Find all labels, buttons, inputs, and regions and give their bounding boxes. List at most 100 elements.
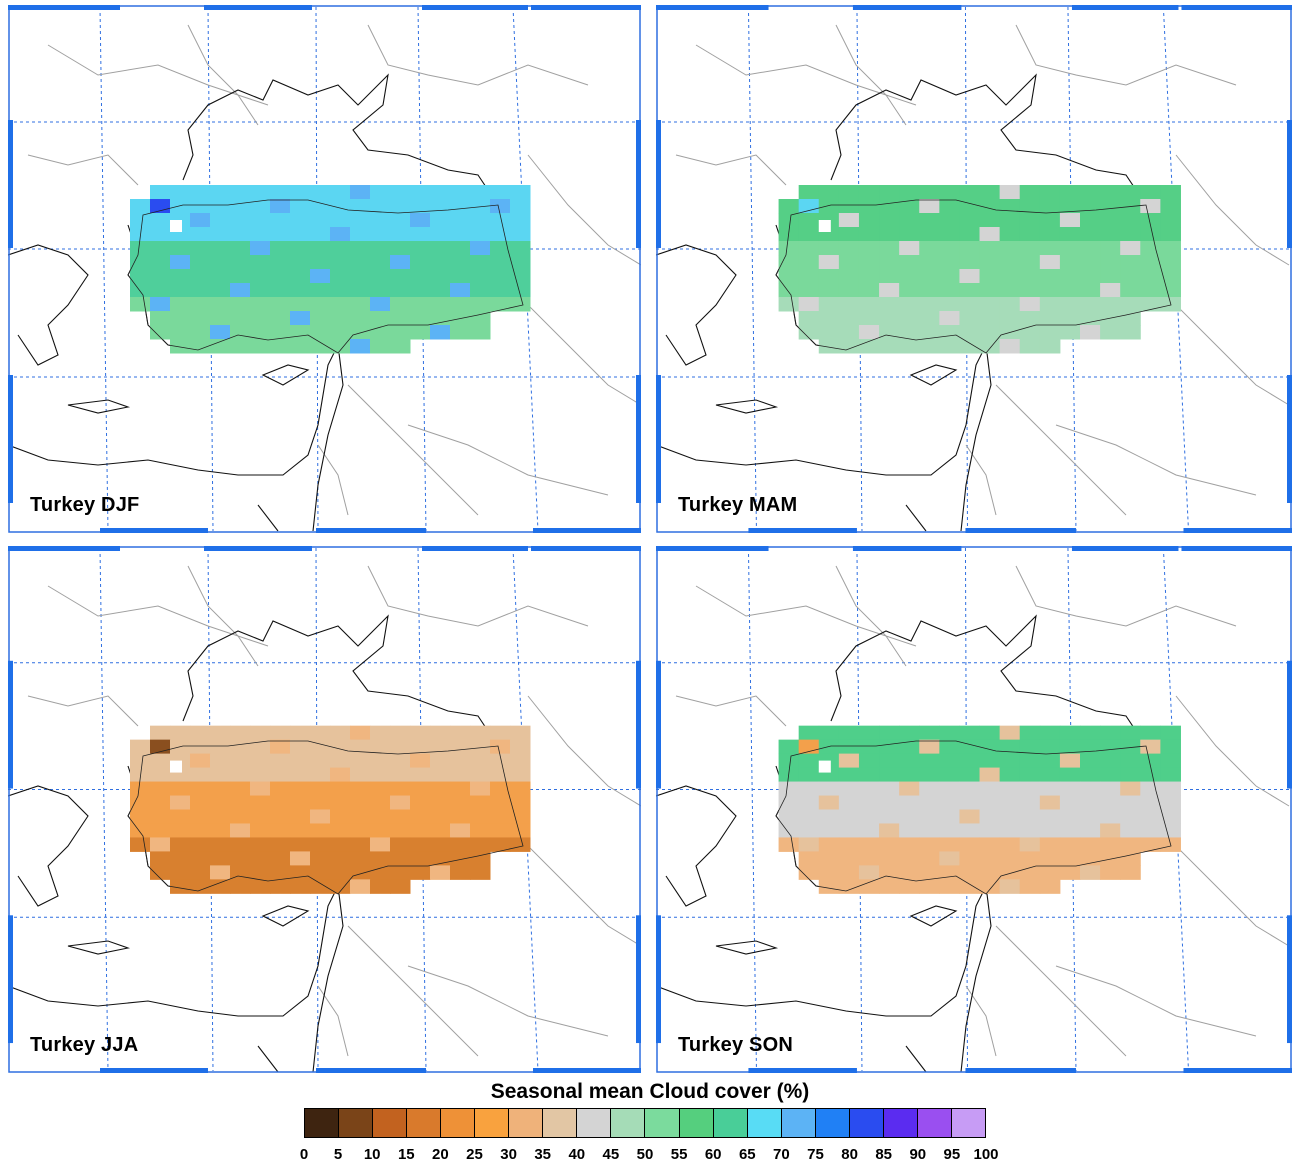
frame-tick-top xyxy=(656,5,769,10)
grid-cell xyxy=(959,865,981,880)
grid-cell xyxy=(310,199,331,214)
grid-cell xyxy=(1059,227,1081,242)
colorbar-swatch xyxy=(339,1109,374,1137)
grid-cell xyxy=(999,809,1021,824)
grid-cell xyxy=(778,837,800,852)
grid-cell xyxy=(1140,795,1161,810)
grid-cell xyxy=(778,739,800,755)
grid-cell xyxy=(170,255,191,270)
grid-cell xyxy=(858,767,880,783)
grid-cell xyxy=(390,725,411,741)
grid-cell xyxy=(350,837,371,852)
grid-cell xyxy=(979,781,1001,797)
grid-cell xyxy=(350,283,371,298)
colorbar-swatch xyxy=(305,1109,340,1137)
grid-cell xyxy=(150,213,171,228)
grid-cell xyxy=(939,227,960,242)
grid-cell xyxy=(510,739,531,755)
grid-cell xyxy=(130,781,151,797)
grid-cell xyxy=(899,311,920,326)
grid-cell xyxy=(350,809,371,824)
grid-cell xyxy=(290,199,311,214)
grid-cell xyxy=(370,753,391,769)
grid-cell xyxy=(838,227,860,242)
grid-cell xyxy=(919,311,940,326)
grid-cell xyxy=(310,255,331,270)
grid-cell xyxy=(130,241,151,256)
grid-cell xyxy=(1080,823,1101,838)
turkey-border xyxy=(775,740,1172,895)
grid-cell xyxy=(879,213,900,228)
map-svg-mam xyxy=(656,5,1292,533)
grid-cell xyxy=(838,823,860,838)
grid-cell xyxy=(798,297,820,312)
grid-cell xyxy=(999,213,1021,228)
grid-cell xyxy=(450,725,471,741)
grid-cell xyxy=(430,241,451,256)
grid-cell xyxy=(919,185,940,200)
grid-cell xyxy=(858,837,880,852)
grid-cell xyxy=(370,241,391,256)
grid-cell xyxy=(939,199,960,214)
grid-cell xyxy=(210,739,231,755)
grid-cell xyxy=(210,767,231,783)
grid-cell xyxy=(290,325,311,340)
grid-cell xyxy=(410,311,431,326)
grid-cell xyxy=(310,753,331,769)
coastline xyxy=(261,905,310,927)
border-line xyxy=(47,44,269,106)
grid-cell xyxy=(798,199,820,214)
grid-cell xyxy=(979,851,1001,866)
grid-cell xyxy=(450,325,471,340)
grid-cell xyxy=(1039,781,1061,797)
grid-cell xyxy=(899,739,920,755)
coastline xyxy=(257,504,279,532)
grid-cell xyxy=(490,795,511,810)
grid-cell xyxy=(798,185,820,200)
grid-cell xyxy=(270,739,291,755)
grid-cell xyxy=(899,325,920,340)
frame-tick-right xyxy=(636,375,641,503)
grid-cell xyxy=(350,213,371,228)
grid-cell xyxy=(999,283,1021,298)
grid-cell xyxy=(798,325,820,340)
grid-cell xyxy=(778,199,800,214)
grid-cell xyxy=(430,255,451,270)
grid-cell xyxy=(818,795,840,810)
frame-tick-top xyxy=(852,546,962,551)
grid-cell xyxy=(999,739,1021,755)
grid-cell xyxy=(150,809,171,824)
frame-tick-top xyxy=(1071,5,1179,10)
grid-cell xyxy=(1100,795,1121,810)
grid-cell xyxy=(959,851,981,866)
grid-cell xyxy=(150,185,171,200)
map-panel-mam: Turkey MAM xyxy=(656,5,1292,533)
grid-cell xyxy=(270,269,291,284)
cloud-cover-grid xyxy=(130,725,531,894)
grid-cell xyxy=(250,725,271,741)
grid-cell xyxy=(290,725,311,741)
grid-cell xyxy=(1100,255,1121,270)
grid-cell xyxy=(270,185,291,200)
grid-cell xyxy=(979,823,1001,838)
grid-cell xyxy=(290,809,311,824)
grid-cell xyxy=(798,809,820,824)
colorbar-tick-label: 95 xyxy=(943,1146,961,1163)
country-borders xyxy=(675,565,1290,1057)
grid-cell xyxy=(410,213,431,228)
grid-cell xyxy=(959,199,981,214)
grid-cell xyxy=(190,865,211,880)
grid-cell xyxy=(1120,781,1141,797)
grid-cell xyxy=(1160,795,1181,810)
frame-tick-top xyxy=(8,546,120,551)
grid-cell xyxy=(818,255,840,270)
grid-cell xyxy=(1019,753,1041,769)
grid-cell xyxy=(390,795,411,810)
panel-label-mam: Turkey MAM xyxy=(678,494,798,516)
grid-cell xyxy=(1039,339,1061,354)
grid-cell xyxy=(858,185,880,200)
grid-cell xyxy=(1039,809,1061,824)
frame-tick-bottom xyxy=(965,1068,1076,1073)
border-line xyxy=(835,565,907,667)
grid-cell xyxy=(210,781,231,797)
